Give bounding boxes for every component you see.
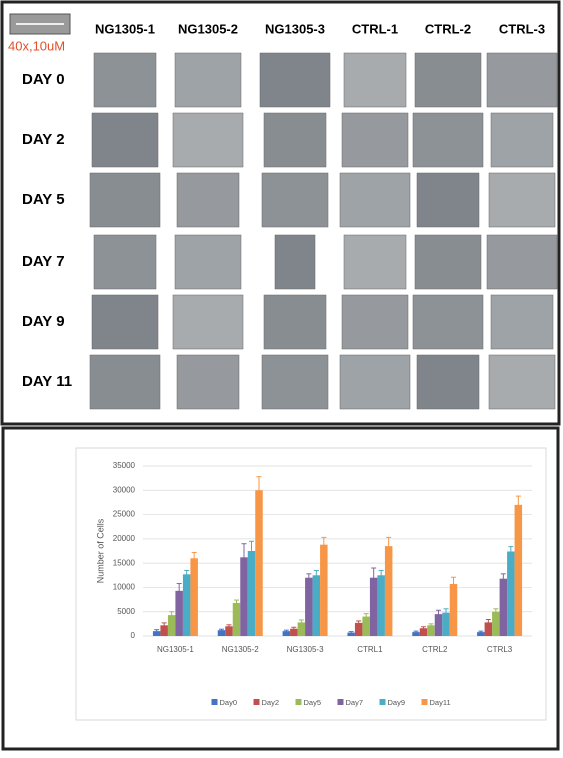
cell-image: [417, 355, 479, 409]
cell-image: [264, 113, 326, 167]
cell-image: [262, 355, 328, 409]
bar: [183, 574, 191, 636]
cell-image: [94, 53, 156, 107]
cell-image: [92, 113, 158, 167]
y-tick-label: 15000: [113, 558, 136, 567]
cell-image: [177, 173, 239, 227]
bar: [313, 575, 321, 636]
bar: [248, 551, 256, 636]
bar: [385, 546, 393, 636]
cell-image: [415, 235, 481, 289]
bar: [515, 505, 523, 636]
cell-image: [173, 113, 243, 167]
cell-image: [92, 295, 158, 349]
bar: [305, 578, 313, 636]
cell-image: [262, 173, 328, 227]
bar: [450, 584, 458, 636]
row-label: DAY 11: [22, 373, 72, 390]
x-tick-label: CTRL3: [487, 645, 513, 654]
figure: 40x,10uM NG1305-1 NG1305-2 NG1305-3 CTRL-1 C…: [0, 0, 563, 753]
cell-image: [491, 295, 553, 349]
cell-image: [417, 173, 479, 227]
cell-image: [94, 235, 156, 289]
y-tick-label: 0: [131, 631, 136, 640]
cell-image: [264, 295, 326, 349]
x-tick-label: CTRL1: [357, 645, 383, 654]
column-label: NG1305-2: [178, 21, 238, 36]
cell-image: [90, 173, 160, 227]
legend-swatch: [296, 699, 302, 705]
column-label: CTRL-2: [425, 21, 471, 36]
legend-label: Day9: [388, 698, 406, 707]
legend-label: Day5: [304, 698, 322, 707]
cell-image: [90, 355, 160, 409]
row-label: DAY 9: [22, 313, 65, 330]
bar: [355, 623, 363, 636]
y-tick-label: 25000: [113, 510, 136, 519]
legend-swatch: [338, 699, 344, 705]
cell-image: [175, 235, 241, 289]
cell-image: [344, 235, 406, 289]
cell-image: [491, 113, 553, 167]
x-tick-label: CTRL2: [422, 645, 448, 654]
bar: [190, 558, 198, 636]
legend-label: Day0: [220, 698, 238, 707]
legend-label: Day7: [346, 698, 364, 707]
legend-swatch: [422, 699, 428, 705]
cell-image: [260, 53, 330, 107]
x-tick-label: NG1305-1: [157, 645, 194, 654]
bar: [320, 545, 328, 636]
cell-image: [342, 295, 408, 349]
cell-image: [487, 53, 557, 107]
cell-image: [173, 295, 243, 349]
row-label: DAY 0: [22, 71, 65, 88]
cell-image: [275, 235, 315, 289]
cell-image: [489, 173, 555, 227]
cell-image: [413, 295, 483, 349]
cell-image: [175, 53, 241, 107]
bar: [507, 551, 515, 636]
row-label: DAY 2: [22, 131, 65, 148]
bar: [492, 612, 500, 636]
legend-label: Day11: [430, 698, 451, 707]
cell-image: [487, 235, 557, 289]
row-label: DAY 5: [22, 191, 65, 208]
legend-swatch: [212, 699, 218, 705]
bar: [377, 575, 385, 636]
cell-image: [489, 355, 555, 409]
x-tick-label: NG1305-3: [287, 645, 324, 654]
cell-image: [340, 355, 410, 409]
y-tick-label: 20000: [113, 534, 136, 543]
column-label: NG1305-1: [95, 21, 155, 36]
cell-image: [177, 355, 239, 409]
cell-image: [342, 113, 408, 167]
y-tick-label: 5000: [117, 607, 135, 616]
x-tick-label: NG1305-2: [222, 645, 259, 654]
bar: [427, 625, 435, 636]
cell-image: [413, 113, 483, 167]
row-label: DAY 7: [22, 253, 65, 270]
y-axis-label: Number of Cells: [95, 518, 105, 583]
column-label: CTRL-3: [499, 21, 545, 36]
cell-image: [344, 53, 406, 107]
column-label: NG1305-3: [265, 21, 325, 36]
bar: [255, 490, 263, 636]
legend-label: Day2: [262, 698, 280, 707]
cell-image: [415, 53, 481, 107]
cell-image: [340, 173, 410, 227]
y-tick-label: 10000: [113, 583, 136, 592]
bar: [233, 603, 241, 636]
column-label: CTRL-1: [352, 21, 398, 36]
scale-label: 40x,10uM: [8, 38, 65, 53]
y-tick-label: 35000: [113, 461, 136, 470]
legend-swatch: [254, 699, 260, 705]
bar: [500, 579, 508, 636]
legend-swatch: [380, 699, 386, 705]
y-tick-label: 30000: [113, 485, 136, 494]
